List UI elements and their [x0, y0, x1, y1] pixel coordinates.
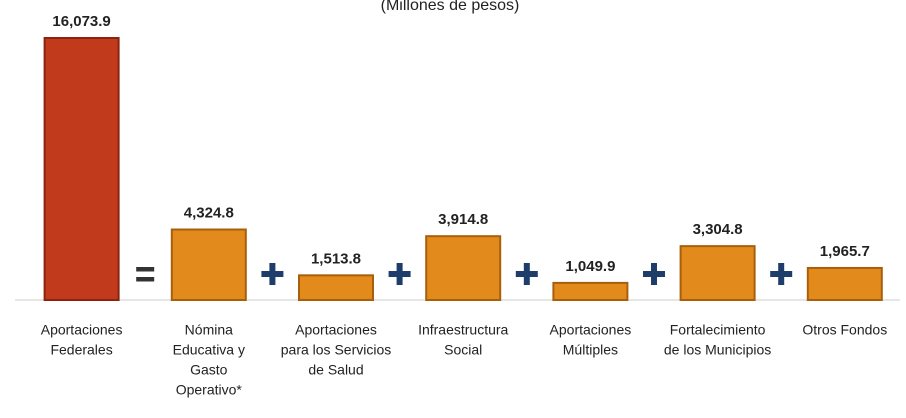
- value-label: 1,965.7: [820, 243, 870, 260]
- value-label: 3,304.8: [693, 221, 743, 238]
- x-tick-label: Otros Fondos: [802, 322, 887, 338]
- value-label: 3,914.8: [438, 211, 488, 228]
- x-tick-label: Social: [444, 342, 482, 358]
- x-tick-label: Federales: [50, 342, 112, 358]
- value-label: 16,073.9: [52, 13, 110, 30]
- x-tick-label: Múltiples: [563, 342, 618, 358]
- bar: [679, 245, 756, 302]
- x-tick-label: de los Municipios: [664, 342, 771, 358]
- equals-sign: [136, 267, 155, 272]
- plus-sign: [396, 263, 403, 285]
- x-tick-label: Aportaciones: [295, 322, 377, 338]
- x-tick-label: de Salud: [308, 362, 363, 378]
- plus-sign: [778, 263, 785, 285]
- bar: [552, 281, 629, 302]
- x-tick-label: para los Servicios: [281, 342, 392, 358]
- x-tick-label: Infraestructura: [418, 322, 508, 338]
- bar: [806, 266, 883, 302]
- x-tick-label: Operativo*: [176, 382, 243, 398]
- x-tick-label: Gasto: [190, 362, 228, 378]
- bar: [425, 235, 502, 302]
- bar: [298, 274, 374, 302]
- plus-sign: [269, 263, 276, 285]
- bar: [170, 228, 247, 301]
- x-tick-label: Aportaciones: [550, 322, 632, 338]
- x-tick-label: Aportaciones: [41, 322, 123, 338]
- value-label: 1,049.9: [565, 258, 615, 275]
- bar: [43, 37, 120, 301]
- plus-sign: [651, 263, 657, 285]
- x-tick-label: Fortalecimiento: [670, 322, 766, 338]
- chart-subtitle: (Millones de pesos): [381, 0, 520, 14]
- equals-sign: [136, 277, 155, 282]
- x-tick-label: Educativa y: [173, 342, 245, 358]
- value-label: 4,324.8: [184, 204, 234, 221]
- value-label: 1,513.8: [311, 250, 361, 267]
- plus-sign: [523, 263, 530, 285]
- x-tick-label: Nómina: [185, 322, 233, 338]
